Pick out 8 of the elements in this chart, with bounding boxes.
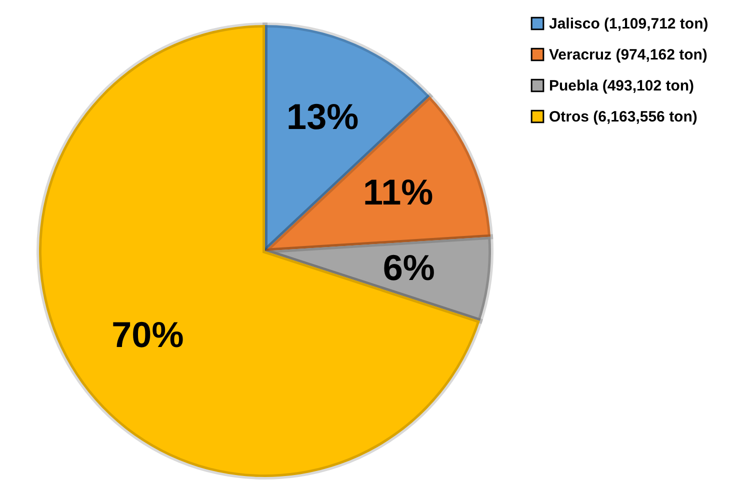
legend-label: Jalisco (1,109,712 ton) xyxy=(549,16,708,32)
legend-label: Veracruz (974,162 ton) xyxy=(549,46,708,64)
data-label: 70% xyxy=(112,314,184,356)
legend-label: Otros (6,163,556 ton) xyxy=(549,108,698,126)
data-label: 6% xyxy=(382,247,435,288)
legend-label: Puebla (493,102 ton) xyxy=(549,78,694,94)
data-label: 13% xyxy=(286,96,359,137)
data-label: 11% xyxy=(363,171,434,212)
